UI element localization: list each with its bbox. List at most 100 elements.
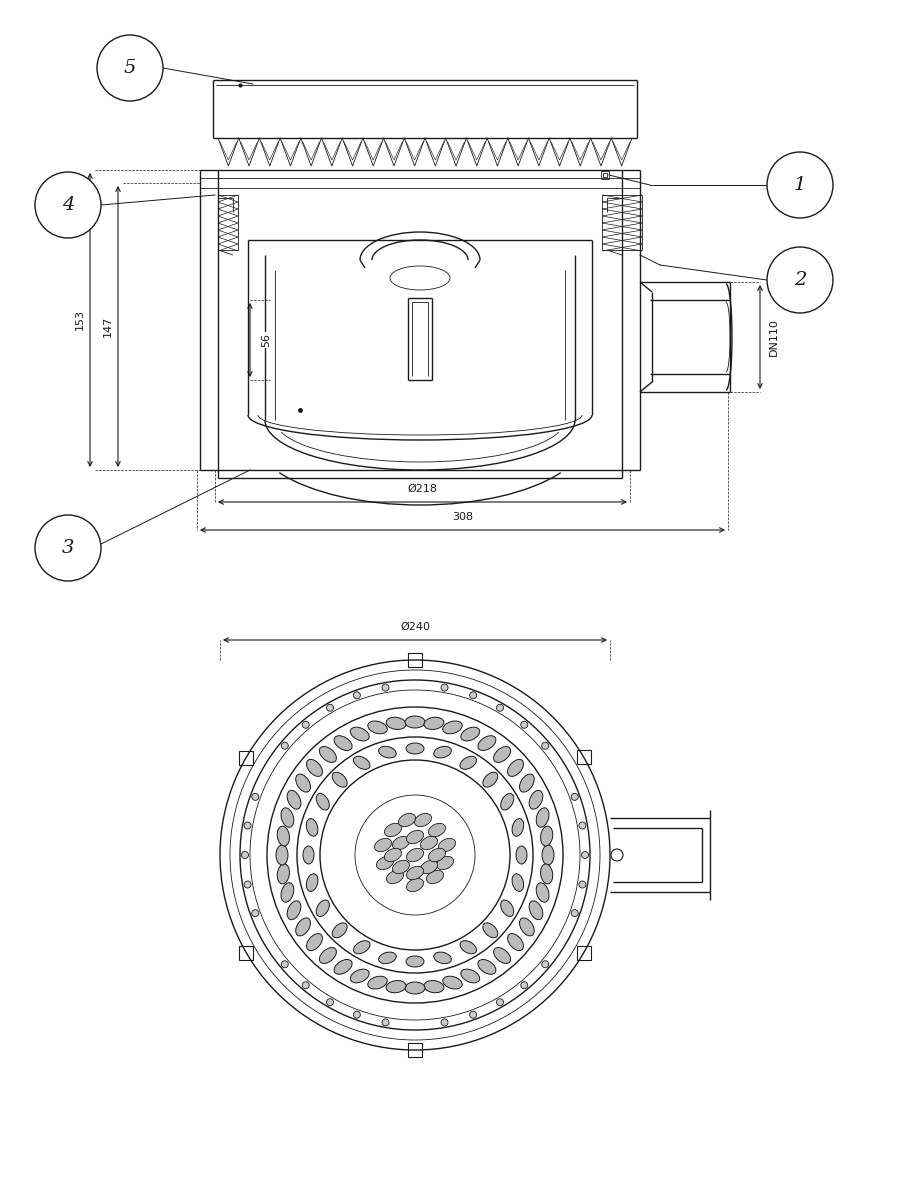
Circle shape bbox=[470, 1012, 477, 1019]
Ellipse shape bbox=[296, 774, 310, 792]
Ellipse shape bbox=[406, 956, 424, 967]
Ellipse shape bbox=[501, 900, 513, 917]
Ellipse shape bbox=[406, 866, 424, 880]
Circle shape bbox=[521, 721, 528, 728]
Ellipse shape bbox=[421, 836, 437, 850]
Ellipse shape bbox=[406, 848, 424, 862]
Text: 1: 1 bbox=[794, 176, 806, 194]
Circle shape bbox=[571, 793, 579, 800]
Circle shape bbox=[35, 172, 101, 238]
Ellipse shape bbox=[436, 857, 454, 870]
Ellipse shape bbox=[281, 883, 294, 902]
Ellipse shape bbox=[536, 883, 549, 902]
Text: 308: 308 bbox=[452, 512, 473, 522]
Ellipse shape bbox=[460, 941, 476, 954]
Circle shape bbox=[441, 1019, 448, 1026]
Circle shape bbox=[441, 684, 448, 691]
Ellipse shape bbox=[378, 952, 396, 964]
Circle shape bbox=[241, 852, 249, 858]
Ellipse shape bbox=[508, 760, 523, 776]
Ellipse shape bbox=[386, 980, 406, 992]
Bar bbox=[408, 1043, 422, 1057]
Ellipse shape bbox=[508, 934, 523, 950]
Ellipse shape bbox=[386, 718, 406, 730]
Ellipse shape bbox=[385, 848, 402, 862]
Ellipse shape bbox=[350, 727, 369, 740]
Ellipse shape bbox=[529, 791, 543, 809]
Ellipse shape bbox=[483, 923, 498, 937]
Ellipse shape bbox=[385, 823, 402, 836]
Ellipse shape bbox=[438, 839, 455, 852]
Text: 153: 153 bbox=[75, 310, 85, 330]
Ellipse shape bbox=[393, 836, 410, 850]
Ellipse shape bbox=[516, 846, 527, 864]
Ellipse shape bbox=[276, 845, 288, 865]
Ellipse shape bbox=[354, 941, 370, 954]
Circle shape bbox=[354, 1012, 360, 1019]
Ellipse shape bbox=[288, 901, 301, 919]
Ellipse shape bbox=[434, 952, 452, 964]
Ellipse shape bbox=[319, 746, 336, 762]
Circle shape bbox=[382, 684, 389, 691]
Ellipse shape bbox=[332, 773, 347, 787]
Ellipse shape bbox=[512, 818, 523, 836]
Circle shape bbox=[579, 881, 586, 888]
Text: 56: 56 bbox=[261, 332, 271, 347]
Ellipse shape bbox=[428, 823, 445, 836]
Circle shape bbox=[302, 982, 309, 989]
Bar bbox=[408, 653, 422, 667]
Text: DN110: DN110 bbox=[769, 318, 779, 356]
Circle shape bbox=[354, 691, 360, 698]
Circle shape bbox=[541, 743, 549, 749]
Ellipse shape bbox=[288, 791, 301, 809]
Ellipse shape bbox=[307, 818, 318, 836]
Ellipse shape bbox=[512, 874, 523, 892]
Circle shape bbox=[244, 881, 251, 888]
Ellipse shape bbox=[461, 727, 480, 740]
Bar bbox=[239, 750, 253, 764]
Ellipse shape bbox=[529, 901, 543, 919]
Ellipse shape bbox=[367, 977, 387, 989]
Ellipse shape bbox=[460, 756, 476, 769]
Circle shape bbox=[541, 961, 549, 967]
Circle shape bbox=[281, 743, 288, 749]
Ellipse shape bbox=[307, 874, 318, 892]
Ellipse shape bbox=[414, 814, 432, 827]
Ellipse shape bbox=[493, 948, 511, 964]
Ellipse shape bbox=[376, 857, 394, 870]
Circle shape bbox=[470, 691, 477, 698]
Bar bbox=[577, 946, 590, 960]
Ellipse shape bbox=[520, 774, 534, 792]
Bar bbox=[603, 173, 607, 176]
Circle shape bbox=[97, 35, 163, 101]
Ellipse shape bbox=[443, 721, 463, 733]
Text: Ø218: Ø218 bbox=[407, 484, 437, 494]
Ellipse shape bbox=[378, 746, 396, 758]
Ellipse shape bbox=[520, 918, 534, 936]
Circle shape bbox=[579, 822, 586, 829]
Ellipse shape bbox=[281, 808, 294, 827]
Ellipse shape bbox=[386, 870, 404, 883]
Circle shape bbox=[496, 704, 503, 712]
Circle shape bbox=[767, 152, 833, 218]
Circle shape bbox=[281, 961, 288, 967]
Ellipse shape bbox=[317, 900, 329, 917]
Bar bbox=[577, 750, 590, 764]
Ellipse shape bbox=[501, 793, 513, 810]
Circle shape bbox=[327, 704, 334, 712]
Ellipse shape bbox=[278, 826, 289, 846]
Ellipse shape bbox=[296, 918, 310, 936]
Bar bbox=[601, 170, 609, 179]
Text: Ø240: Ø240 bbox=[400, 622, 430, 632]
Ellipse shape bbox=[421, 860, 437, 874]
Ellipse shape bbox=[393, 860, 410, 874]
Ellipse shape bbox=[278, 864, 289, 884]
Ellipse shape bbox=[478, 736, 496, 750]
Ellipse shape bbox=[542, 845, 554, 865]
Ellipse shape bbox=[350, 970, 369, 983]
Bar bbox=[239, 946, 253, 960]
Circle shape bbox=[302, 721, 309, 728]
Text: 4: 4 bbox=[62, 196, 74, 214]
Ellipse shape bbox=[541, 826, 552, 846]
Circle shape bbox=[382, 1019, 389, 1026]
